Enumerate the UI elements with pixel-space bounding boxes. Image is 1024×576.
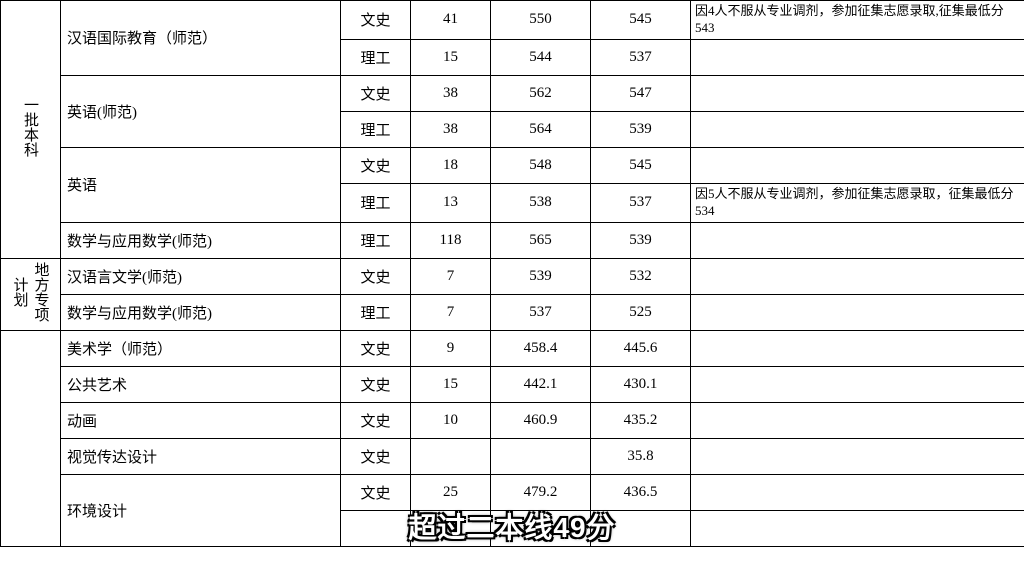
- table-row: 数学与应用数学(师范)理工7537525: [1, 294, 1024, 330]
- table-row: 地方专项计划汉语言文学(师范)文史7539532: [1, 258, 1024, 294]
- major-cell: 数学与应用数学(师范): [61, 294, 341, 330]
- data-cell: 539: [591, 111, 691, 147]
- data-cell: 547: [591, 75, 691, 111]
- data-cell: 38: [411, 75, 491, 111]
- data-cell: 565: [491, 222, 591, 258]
- data-cell: 理工: [341, 39, 411, 75]
- data-cell: 436.5: [591, 474, 691, 510]
- major-cell: 美术学（师范）: [61, 330, 341, 366]
- data-cell: 38: [411, 111, 491, 147]
- data-cell: 479.2: [491, 474, 591, 510]
- data-cell: 435.2: [591, 402, 691, 438]
- major-cell: 英语: [61, 147, 341, 222]
- data-cell: 文史: [341, 75, 411, 111]
- major-cell: 视觉传达设计: [61, 438, 341, 474]
- data-cell: 13: [411, 183, 491, 222]
- remark-cell: [691, 222, 1024, 258]
- data-cell: 525: [591, 294, 691, 330]
- data-cell: 537: [491, 294, 591, 330]
- data-cell: 545: [591, 1, 691, 40]
- major-cell: 英语(师范): [61, 75, 341, 147]
- data-cell: 18: [411, 147, 491, 183]
- data-cell: 539: [491, 258, 591, 294]
- video-caption: 超过二本线49分: [0, 506, 1024, 546]
- data-cell: [411, 438, 491, 474]
- data-cell: 15: [411, 366, 491, 402]
- data-cell: 458.4: [491, 330, 591, 366]
- remark-cell: [691, 474, 1024, 510]
- data-cell: 10: [411, 402, 491, 438]
- table-row: 视觉传达设计文史 35.8: [1, 438, 1024, 474]
- table-row: 一批本科汉语国际教育（师范）文史41550545因4人不服从专业调剂，参加征集志…: [1, 1, 1024, 40]
- data-cell: 文史: [341, 474, 411, 510]
- major-cell: 汉语言文学(师范): [61, 258, 341, 294]
- major-cell: 公共艺术: [61, 366, 341, 402]
- data-cell: 564: [491, 111, 591, 147]
- table-row: 美术学（师范）文史9458.4445.6: [1, 330, 1024, 366]
- data-cell: 537: [591, 39, 691, 75]
- remark-cell: [691, 147, 1024, 183]
- data-cell: 理工: [341, 183, 411, 222]
- table-row: 公共艺术文史15442.1430.1: [1, 366, 1024, 402]
- data-cell: 430.1: [591, 366, 691, 402]
- remark-cell: [691, 402, 1024, 438]
- data-cell: 文史: [341, 330, 411, 366]
- remark-cell: [691, 111, 1024, 147]
- data-cell: 7: [411, 294, 491, 330]
- data-cell: 445.6: [591, 330, 691, 366]
- major-cell: 汉语国际教育（师范）: [61, 1, 341, 76]
- data-cell: 548: [491, 147, 591, 183]
- data-cell: 7: [411, 258, 491, 294]
- data-cell: 文史: [341, 402, 411, 438]
- remark-cell: [691, 294, 1024, 330]
- data-cell: 545: [591, 147, 691, 183]
- remark-cell: [691, 438, 1024, 474]
- data-cell: [491, 438, 591, 474]
- table-row: 数学与应用数学(师范)理工118565539: [1, 222, 1024, 258]
- data-cell: 550: [491, 1, 591, 40]
- remark-cell: [691, 366, 1024, 402]
- data-cell: 544: [491, 39, 591, 75]
- data-cell: 118: [411, 222, 491, 258]
- data-cell: 9: [411, 330, 491, 366]
- data-cell: 文史: [341, 258, 411, 294]
- data-cell: 文史: [341, 438, 411, 474]
- remark-cell: 因4人不服从专业调剂，参加征集志愿录取,征集最低分543: [691, 1, 1024, 40]
- category-cell: 地方专项计划: [1, 258, 61, 330]
- table-row: 动画文史10460.9435.2: [1, 402, 1024, 438]
- data-cell: 35.8: [591, 438, 691, 474]
- remark-cell: [691, 330, 1024, 366]
- remark-cell: [691, 75, 1024, 111]
- table-row: 英语文史18548545: [1, 147, 1024, 183]
- remark-cell: [691, 39, 1024, 75]
- major-cell: 数学与应用数学(师范): [61, 222, 341, 258]
- data-cell: 理工: [341, 222, 411, 258]
- data-cell: 460.9: [491, 402, 591, 438]
- data-cell: 539: [591, 222, 691, 258]
- major-cell: 动画: [61, 402, 341, 438]
- data-cell: 41: [411, 1, 491, 40]
- data-cell: 理工: [341, 111, 411, 147]
- data-cell: 442.1: [491, 366, 591, 402]
- data-cell: 文史: [341, 1, 411, 40]
- table-row: 环境设计文史25479.2436.5: [1, 474, 1024, 510]
- data-cell: 15: [411, 39, 491, 75]
- data-cell: 532: [591, 258, 691, 294]
- data-cell: 25: [411, 474, 491, 510]
- remark-cell: [691, 258, 1024, 294]
- data-cell: 理工: [341, 294, 411, 330]
- data-cell: 文史: [341, 147, 411, 183]
- data-cell: 文史: [341, 366, 411, 402]
- data-cell: 537: [591, 183, 691, 222]
- data-cell: 538: [491, 183, 591, 222]
- data-cell: 562: [491, 75, 591, 111]
- category-cell: 一批本科: [1, 1, 61, 259]
- remark-cell: 因5人不服从专业调剂，参加征集志愿录取，征集最低分534: [691, 183, 1024, 222]
- table-row: 英语(师范)文史38562547: [1, 75, 1024, 111]
